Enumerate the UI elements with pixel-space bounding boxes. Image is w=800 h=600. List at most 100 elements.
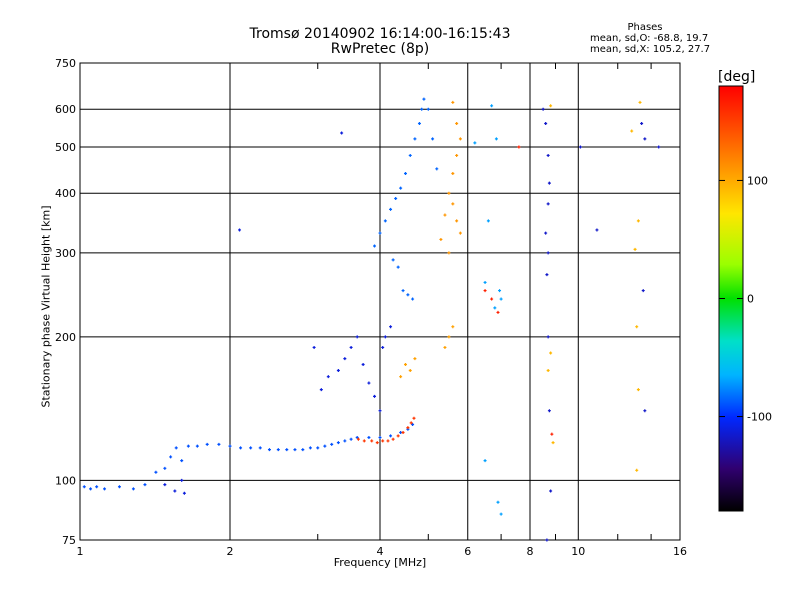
data-point xyxy=(228,444,232,448)
axis-ticks: 1 2 4 6 8 10 16 75 100 200 300 400 500 600 750 xyxy=(55,57,687,558)
data-point xyxy=(641,289,645,293)
data-point xyxy=(447,191,451,195)
phase-o-stats: mean, sd,O: -68.8, 19.7 xyxy=(590,33,709,44)
data-point xyxy=(435,167,439,171)
data-point xyxy=(412,416,416,420)
y-tick-label: 500 xyxy=(55,141,76,154)
data-point xyxy=(447,335,451,339)
data-point xyxy=(103,487,107,491)
data-point xyxy=(547,409,551,413)
data-point xyxy=(496,310,500,314)
data-point xyxy=(319,388,323,392)
data-point xyxy=(293,448,297,452)
data-point xyxy=(473,141,477,145)
data-point xyxy=(330,442,334,446)
data-point xyxy=(455,219,459,223)
x-tick-label: 10 xyxy=(571,545,585,558)
data-point xyxy=(249,446,253,450)
data-point xyxy=(238,228,242,232)
data-point xyxy=(131,487,135,491)
data-point xyxy=(301,448,305,452)
data-point xyxy=(401,289,405,293)
colorbar-tick-label: 0 xyxy=(747,293,754,306)
data-point xyxy=(546,335,550,339)
data-point xyxy=(490,104,494,108)
data-point xyxy=(447,251,451,255)
data-point xyxy=(408,153,412,157)
data-point xyxy=(636,388,640,392)
data-point xyxy=(406,293,410,297)
data-point xyxy=(544,122,548,126)
data-point xyxy=(174,446,178,450)
data-point xyxy=(399,186,403,190)
data-point xyxy=(517,145,521,149)
data-point xyxy=(356,437,360,441)
data-point xyxy=(258,446,262,450)
data-point xyxy=(326,375,330,379)
y-tick-label: 100 xyxy=(55,474,76,487)
data-point xyxy=(381,439,385,443)
data-point xyxy=(312,345,316,349)
data-point xyxy=(636,219,640,223)
data-point xyxy=(547,181,551,185)
data-point xyxy=(439,237,443,241)
data-point xyxy=(373,394,377,398)
data-point xyxy=(498,289,502,293)
data-point xyxy=(361,362,365,366)
data-point xyxy=(180,459,184,463)
chart-title: Tromsø 20140902 16:14:00-16:15:43 xyxy=(249,26,511,42)
x-tick-label: 8 xyxy=(527,545,534,558)
data-point xyxy=(389,434,393,438)
data-point xyxy=(349,437,353,441)
data-point xyxy=(494,137,498,141)
data-point xyxy=(349,345,353,349)
data-point xyxy=(490,297,494,301)
data-point xyxy=(389,207,393,211)
colorbar-tick-label: -100 xyxy=(747,411,772,424)
data-point xyxy=(95,485,99,489)
data-point xyxy=(343,357,347,361)
data-point xyxy=(169,455,173,459)
data-point xyxy=(396,265,400,269)
data-point xyxy=(343,439,347,443)
x-tick-label: 1 xyxy=(77,545,84,558)
data-point xyxy=(451,100,455,104)
data-point xyxy=(173,489,177,493)
data-point xyxy=(355,335,359,339)
data-point xyxy=(545,273,549,277)
data-point xyxy=(267,448,271,452)
data-point xyxy=(443,213,447,217)
data-point xyxy=(406,426,410,430)
data-point xyxy=(483,459,487,463)
data-point xyxy=(389,325,393,329)
data-point xyxy=(383,335,387,339)
plot-frame xyxy=(79,62,681,541)
phase-label: Phases xyxy=(627,22,663,33)
x-tick-label: 2 xyxy=(227,545,234,558)
data-point xyxy=(323,444,327,448)
data-point xyxy=(182,491,186,495)
x-axis-label: Frequency [MHz] xyxy=(333,556,427,569)
grid-lines xyxy=(80,63,680,540)
data-point xyxy=(426,107,430,111)
data-point xyxy=(549,489,553,493)
data-point xyxy=(413,137,417,141)
data-point xyxy=(373,244,377,248)
data-point xyxy=(367,381,371,385)
data-point xyxy=(163,466,167,470)
data-point xyxy=(499,297,503,301)
data-point xyxy=(381,345,385,349)
data-point xyxy=(154,470,158,474)
x-tick-label: 16 xyxy=(673,545,687,558)
data-point xyxy=(195,444,199,448)
data-point xyxy=(638,100,642,104)
data-point xyxy=(635,325,639,329)
data-point xyxy=(541,107,545,111)
data-point xyxy=(455,153,459,157)
data-point xyxy=(391,258,395,262)
data-point xyxy=(546,202,550,206)
data-point xyxy=(205,442,209,446)
data-point xyxy=(630,129,634,133)
data-points xyxy=(82,97,661,542)
